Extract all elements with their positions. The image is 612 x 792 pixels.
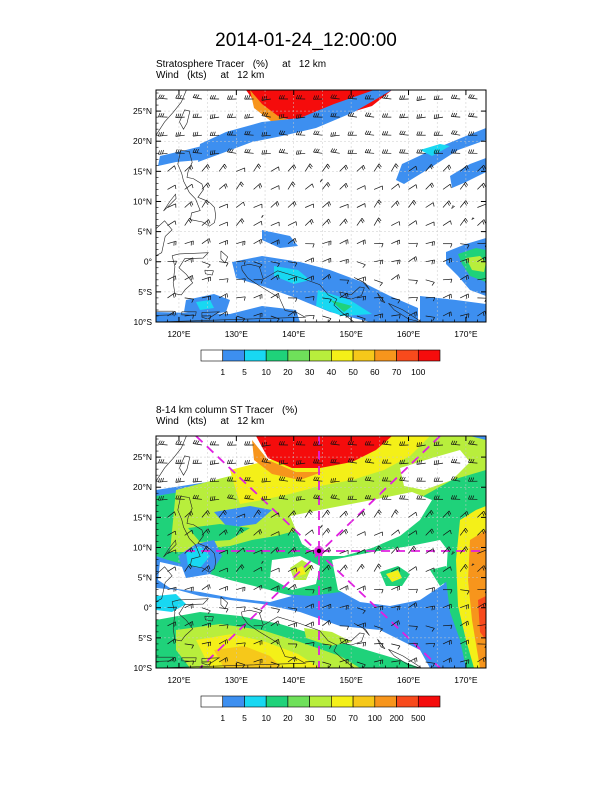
- panel1-colorbar-label: 40: [327, 367, 337, 377]
- panel2-colorbar-box: [244, 695, 267, 708]
- panel1-title-line1: Stratosphere Tracer (%) at 12 km: [156, 59, 327, 70]
- panel1-frame: [155, 89, 487, 323]
- panel2-colorbar-box: [331, 695, 354, 708]
- panel2-colorbar-label: 30: [305, 713, 315, 723]
- panel1-colorbar-box: [309, 349, 332, 362]
- panel2-colorbar-label: 70: [348, 713, 358, 723]
- panel1-grid: [156, 90, 486, 322]
- panel1-wind-barbs: [158, 93, 486, 322]
- panel2-colorbar-label: 50: [327, 713, 337, 723]
- panel2-wind-barbs: [158, 439, 486, 668]
- panel1-xtick-label: 150°E: [339, 329, 363, 339]
- panel2-ytick-label: 10°S: [133, 663, 152, 673]
- panel2-colorbar-label: 1: [220, 713, 225, 723]
- panel1-colorbar-label: 100: [411, 367, 425, 377]
- panel1-colorbar-box: [417, 349, 441, 362]
- panel2-colorbar-box: [200, 695, 224, 708]
- panel1-xtick-label: 170°E: [454, 329, 478, 339]
- panel1-tracer-field: [156, 90, 486, 322]
- panel1-ytick-label: 5°N: [138, 227, 152, 237]
- panel1-colorbar-label: 50: [348, 367, 358, 377]
- panel2-ytick-label: 15°N: [133, 512, 152, 522]
- panel1-map: [156, 90, 486, 322]
- panel2-coastlines: [156, 436, 475, 668]
- panel1-colorbar-label: 70: [392, 367, 402, 377]
- panel2-colorbar-box: [417, 695, 441, 708]
- panel1-colorbar-label: 10: [261, 367, 271, 377]
- panel2-grid: [156, 436, 486, 668]
- panel1-ytick-label: 10°S: [133, 317, 152, 327]
- panel2-ytick-label: 25°N: [133, 452, 152, 462]
- panel1-colorbar-box: [396, 349, 419, 362]
- panel1-colorbar-label: 20: [283, 367, 293, 377]
- panel1-ytick-label: 10°N: [133, 196, 152, 206]
- panel1-ytick-label: 15°N: [133, 166, 152, 176]
- panel2-ytick-label: 5°S: [138, 633, 152, 643]
- panel1-colorbar-label: 30: [305, 367, 315, 377]
- panel2-xtick-label: 150°E: [339, 675, 363, 685]
- panel1-coastlines: [156, 90, 475, 322]
- panel2-frame: [155, 435, 487, 669]
- panel1-colorbar-box: [331, 349, 354, 362]
- panel2-title-line2: Wind (kts) at 12 km: [156, 416, 265, 427]
- panel2-ytick-label: 20°N: [133, 482, 152, 492]
- panel1-ytick-label: 20°N: [133, 136, 152, 146]
- panel2-ytick-label: 5°N: [138, 573, 152, 583]
- panel1-colorbar-label: 5: [242, 367, 247, 377]
- panel2-xtick-label: 140°E: [282, 675, 306, 685]
- panel1-colorbar-label: 1: [220, 367, 225, 377]
- panel1-xtick-label: 130°E: [225, 329, 249, 339]
- storm-marker: [314, 546, 324, 556]
- panel1-ytick-label: 25°N: [133, 106, 152, 116]
- panel2-xtick-label: 170°E: [454, 675, 478, 685]
- panel2-colorbar-label: 200: [389, 713, 403, 723]
- page-title: 2014-01-24_12:00:00: [215, 30, 397, 51]
- panel2-map: [156, 436, 486, 668]
- panel2-colorbar-box: [352, 695, 376, 708]
- panel2-title: 8-14 km column ST Tracer (%) Wind (kts) …: [156, 405, 298, 427]
- panel1-title-line2: Wind (kts) at 12 km: [156, 70, 265, 81]
- panel2-ytick-label: 0°: [144, 603, 152, 613]
- panel1-xtick-label: 160°E: [397, 329, 421, 339]
- panel2-ytick-label: 10°N: [133, 542, 152, 552]
- panel1-colorbar-box: [244, 349, 267, 362]
- panel2-colorbar-label: 5: [242, 713, 247, 723]
- panel2-colorbar-label: 20: [283, 713, 293, 723]
- panel1-colorbar-box: [352, 349, 376, 362]
- panel1-xtick-label: 140°E: [282, 329, 306, 339]
- panel2-xtick-label: 160°E: [397, 675, 421, 685]
- panel1-title: Stratosphere Tracer (%) at 12 km Wind (k…: [156, 59, 326, 81]
- panel1-colorbar-box: [200, 349, 224, 362]
- panel1-colorbar-box: [265, 349, 289, 362]
- panel2-colorbar-label: 500: [411, 713, 425, 723]
- panel2-colorbar-box: [374, 695, 397, 708]
- panel2-colorbar-box: [309, 695, 332, 708]
- panel1-colorbar-box: [287, 349, 310, 362]
- panel1-ytick-label: 5°S: [138, 287, 152, 297]
- panel2-colorbar-label: 100: [368, 713, 382, 723]
- panel2-colorbar-box: [265, 695, 289, 708]
- panel1-xtick-label: 120°E: [167, 329, 191, 339]
- panel2-colorbar-label: 10: [261, 713, 271, 723]
- panel2-title-line1: 8-14 km column ST Tracer (%): [156, 405, 298, 416]
- panel2-colorbar-box: [396, 695, 419, 708]
- panel1-colorbar-box: [222, 349, 245, 362]
- panel1-ytick-label: 0°: [144, 257, 152, 267]
- panel1-colorbar-box: [374, 349, 397, 362]
- panel1-colorbar-label: 60: [370, 367, 380, 377]
- panel2-xtick-label: 120°E: [167, 675, 191, 685]
- generated-layer: 120°E 130°E 140°E 150°E 160°E 170°E25°N20°N15…: [133, 89, 487, 723]
- panel2-xtick-label: 130°E: [225, 675, 249, 685]
- panel2-colorbar-box: [222, 695, 245, 708]
- panel2-colorbar-box: [287, 695, 310, 708]
